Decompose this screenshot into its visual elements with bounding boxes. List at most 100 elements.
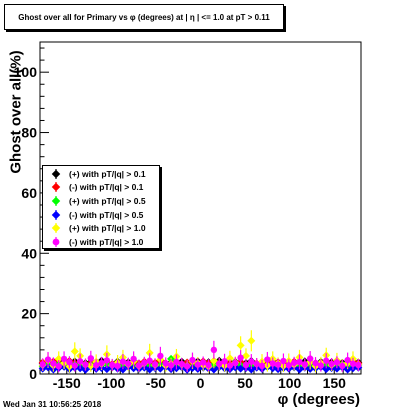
data-point	[87, 355, 95, 362]
data-point	[323, 357, 330, 364]
data-point	[151, 361, 159, 368]
data-point	[258, 362, 266, 370]
data-series	[39, 340, 362, 373]
data-point	[264, 356, 271, 363]
legend-marker-shape	[52, 238, 60, 246]
y-tick-label: 0	[29, 366, 37, 382]
data-point	[333, 359, 341, 366]
data-point	[339, 362, 346, 370]
data-point	[322, 365, 331, 374]
x-tick-label: 100	[278, 375, 302, 391]
data-point	[349, 360, 357, 367]
chart-title: Ghost over all for Primary vs φ (degrees…	[18, 12, 270, 22]
data-point	[306, 355, 314, 362]
data-point	[210, 346, 218, 354]
data-point	[114, 362, 121, 370]
legend-marker-shape	[51, 196, 61, 206]
data-point	[312, 359, 319, 367]
data-point	[274, 361, 282, 368]
legend-label: (-) with pT/|q| > 0.1	[69, 182, 144, 193]
data-point	[237, 354, 244, 361]
legend-marker-icon	[51, 182, 61, 193]
x-tick-label: -50	[146, 375, 166, 391]
x-axis-label: φ (degrees)	[277, 391, 360, 408]
x-tick-label: -150	[53, 375, 81, 391]
y-axis-label: Ghost over all(%)	[7, 50, 25, 174]
data-point	[236, 341, 245, 350]
data-point	[50, 360, 57, 367]
data-point	[60, 355, 68, 363]
y-tick-label: 40	[21, 245, 37, 261]
data-point	[343, 365, 352, 374]
data-point	[194, 361, 202, 368]
y-tick-label: 100	[14, 64, 38, 80]
data-point	[236, 364, 245, 373]
legend-label: (-) with pT/|q| > 1.0	[69, 236, 144, 247]
data-point	[82, 361, 89, 368]
legend-marker-icon	[52, 236, 60, 247]
data-point	[141, 359, 148, 367]
data-point	[205, 362, 212, 369]
data-point	[296, 358, 303, 366]
legend-marker-icon	[51, 195, 61, 206]
data-point	[216, 360, 223, 367]
data-point	[209, 356, 218, 365]
data-point	[253, 360, 260, 368]
data-point	[226, 362, 234, 369]
legend-marker-icon	[51, 209, 61, 220]
data-point	[119, 358, 127, 365]
legend-entry: (+) with pT/|q| > 0.1	[43, 167, 159, 181]
data-point	[225, 354, 234, 363]
data-point	[39, 361, 46, 368]
data-point	[221, 358, 228, 365]
data-point	[285, 362, 292, 369]
legend-marker-shape	[51, 183, 61, 192]
data-point	[328, 360, 335, 368]
y-tick-label: 60	[21, 185, 37, 201]
legend-marker-shape	[51, 210, 61, 219]
legend-marker-icon	[51, 223, 61, 234]
data-point	[92, 362, 100, 369]
data-point	[317, 362, 325, 369]
data-point	[44, 356, 52, 363]
data-point	[70, 347, 79, 356]
chart-title-box: Ghost over all for Primary vs φ (degrees…	[4, 4, 284, 30]
data-point	[145, 348, 154, 357]
legend-label: (+) with pT/|q| > 0.1	[69, 168, 146, 179]
legend-label: (+) with pT/|q| > 1.0	[69, 223, 146, 234]
y-tick-label: 20	[21, 306, 37, 322]
data-point	[54, 354, 63, 363]
data-point	[109, 361, 116, 369]
data-point	[103, 357, 111, 364]
data-point	[344, 356, 351, 364]
data-point	[167, 362, 175, 369]
data-point	[135, 362, 143, 369]
x-tick-label: 50	[237, 375, 253, 391]
data-point	[241, 351, 250, 360]
data-point	[232, 359, 239, 367]
data-point	[301, 361, 309, 368]
data-point	[332, 364, 341, 373]
data-point	[355, 361, 362, 369]
data-point	[199, 359, 207, 366]
data-point	[242, 361, 250, 369]
legend-marker-shape	[51, 223, 61, 233]
data-point	[189, 356, 196, 364]
legend-entry: (-) with pT/|q| > 0.1	[43, 181, 159, 195]
legend-marker-shape	[51, 169, 61, 179]
data-point	[146, 357, 153, 364]
legend-entry: (+) with pT/|q| > 1.0	[43, 221, 159, 235]
legend-marker-icon	[51, 168, 61, 179]
data-point	[280, 357, 287, 365]
data-point	[173, 358, 180, 366]
data-point	[162, 360, 169, 367]
data-point	[71, 362, 78, 369]
data-point	[125, 360, 132, 367]
legend: (+) with pT/|q| > 0.1 (-) with pT/|q| > …	[42, 165, 160, 249]
data-point	[118, 365, 127, 374]
data-point	[183, 362, 191, 370]
timestamp: Wed Jan 31 10:56:25 2018	[3, 400, 102, 409]
data-point	[290, 359, 298, 367]
x-tick-label: -100	[97, 375, 125, 391]
legend-entry: (-) with pT/|q| > 0.5	[43, 208, 159, 222]
